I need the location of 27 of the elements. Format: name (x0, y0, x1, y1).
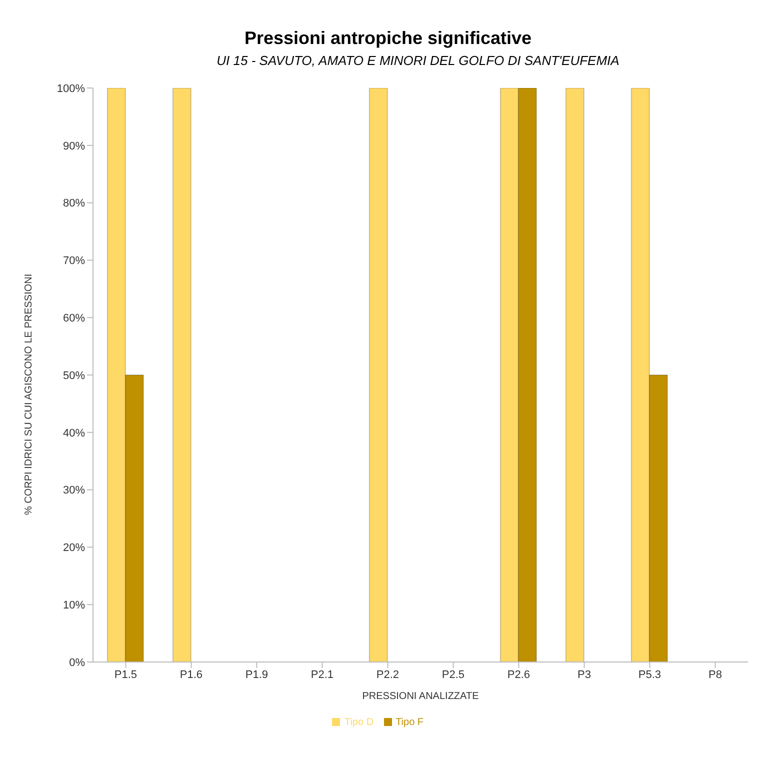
y-tick-label: 60% (62, 312, 86, 325)
x-axis-title: PRESSIONI ANALIZZATE (362, 691, 480, 702)
x-tick-label: P3 (578, 668, 591, 681)
chart-subtitle: UI 15 - SAVUTO, AMATO E MINORI DEL GOLFO DI SANT'EUFEMIA (216, 53, 620, 68)
y-tick-label: 50% (62, 370, 86, 382)
y-tick-label: 90% (62, 140, 86, 152)
y-tick-label: 100% (56, 82, 86, 95)
y-tick-label: 40% (62, 427, 86, 440)
x-tick-label: P2.5 (442, 668, 465, 681)
y-tick-label: 10% (62, 600, 86, 612)
x-tick-label: P2.1 (310, 668, 334, 681)
y-tick-label: 0% (69, 656, 86, 669)
y-tick-label: 80% (62, 198, 86, 210)
x-tick-label: P5.3 (638, 668, 662, 681)
y-tick-label: 20% (62, 542, 86, 554)
y-tick-label: 70% (62, 255, 86, 268)
y-tick-label: 30% (62, 484, 86, 497)
x-tick-label: P1.9 (245, 668, 268, 681)
chart-title: Pressioni antropiche significative (243, 27, 533, 49)
x-tick-label: P8 (708, 668, 722, 681)
legend-label: Tipo D (344, 717, 374, 728)
x-tick-label: P2.6 (507, 668, 530, 681)
x-tick-label: P2.2 (376, 668, 400, 681)
x-tick-label: P1.6 (180, 668, 203, 681)
y-axis-title: % CORPI IDRICI SU CUI AGISCONO LE PRESSIONI (24, 274, 35, 515)
x-tick-label: P1.5 (114, 668, 138, 681)
legend-label: Tipo F (396, 717, 424, 728)
